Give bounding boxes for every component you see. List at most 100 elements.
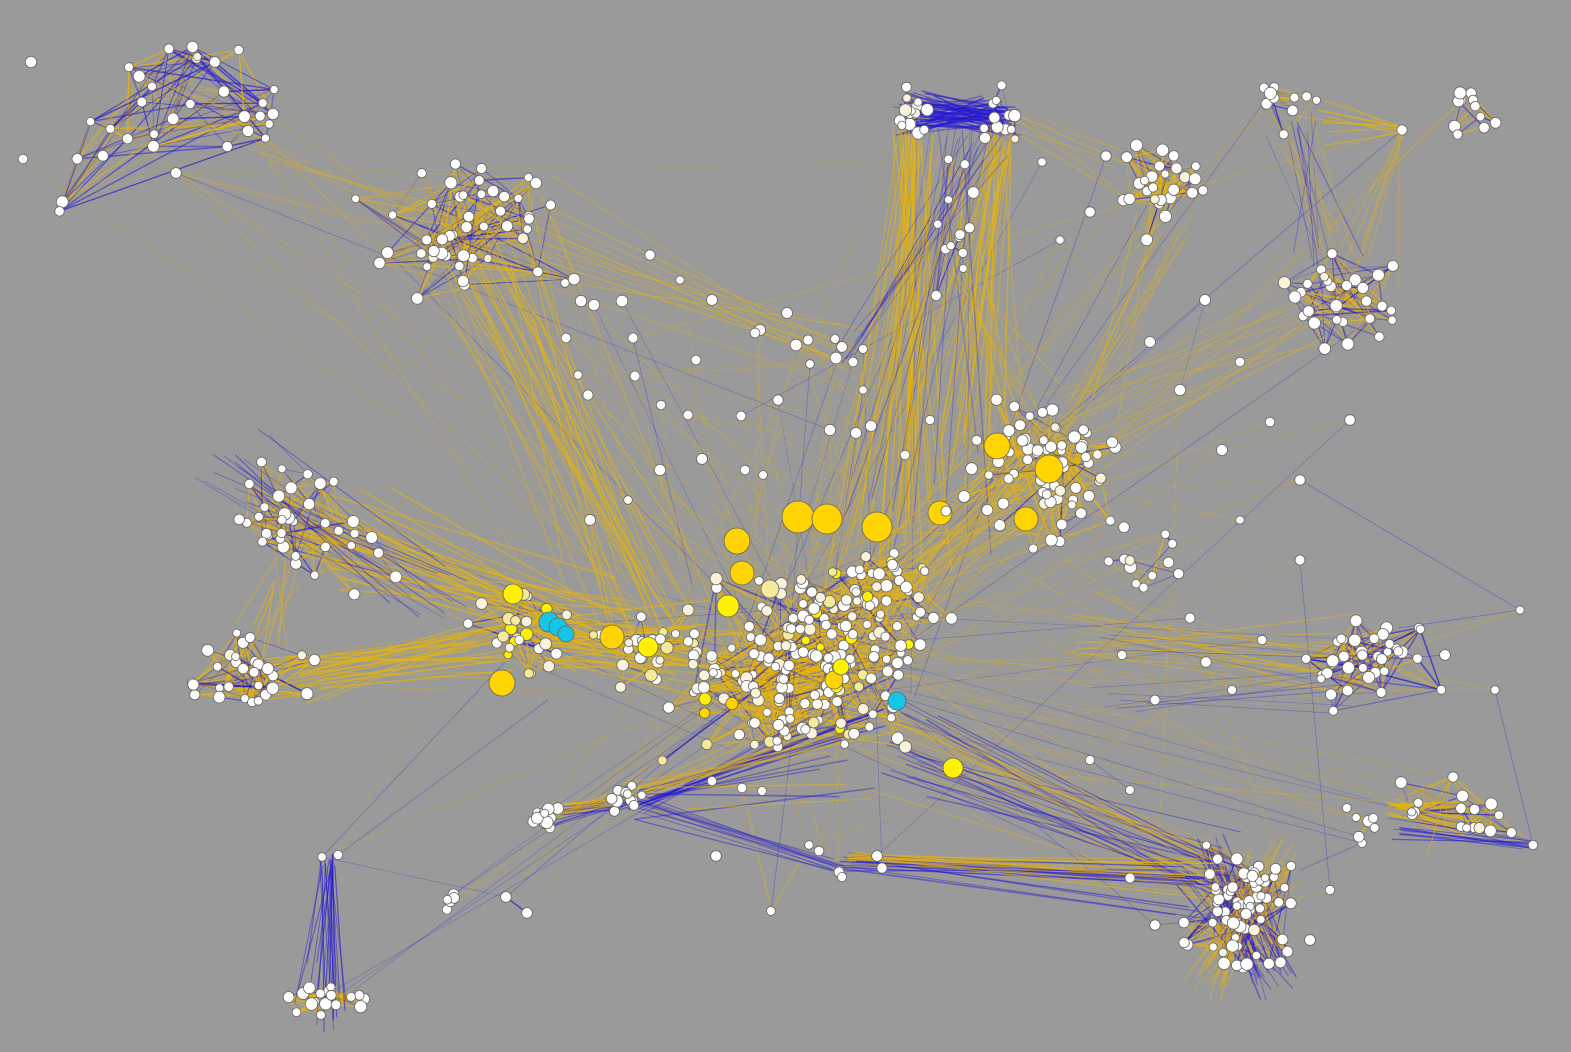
graph-node[interactable] (1353, 830, 1365, 843)
graph-node[interactable] (979, 132, 991, 144)
graph-node[interactable] (54, 206, 65, 217)
graph-node[interactable] (837, 872, 848, 883)
graph-node[interactable] (264, 119, 274, 129)
graph-node[interactable] (1069, 481, 1082, 494)
graph-node[interactable] (847, 356, 859, 368)
graph-node[interactable] (582, 389, 594, 401)
graph-node[interactable] (898, 740, 912, 754)
graph-node[interactable] (662, 701, 675, 714)
graph-node[interactable] (1075, 507, 1087, 520)
graph-node[interactable] (522, 224, 533, 234)
graph-node[interactable] (946, 241, 956, 251)
graph-node[interactable] (1153, 160, 1165, 172)
graph-node[interactable] (346, 992, 357, 1002)
graph-node[interactable] (1364, 313, 1376, 324)
graph-node[interactable] (901, 81, 912, 93)
graph-node[interactable] (1312, 95, 1322, 105)
graph-node[interactable] (381, 246, 394, 259)
graph-node[interactable] (1319, 272, 1330, 282)
graph-node[interactable] (1227, 685, 1237, 695)
graph-node[interactable] (523, 172, 534, 182)
graph-node[interactable] (1204, 868, 1216, 880)
graph-node[interactable] (372, 547, 384, 559)
graph-node[interactable] (192, 52, 202, 62)
graph-node[interactable] (864, 600, 876, 611)
graph-node[interactable] (277, 515, 287, 525)
graph-node[interactable] (260, 133, 270, 143)
graph-node[interactable] (710, 850, 722, 862)
graph-node[interactable] (1515, 605, 1525, 615)
graph-node[interactable] (1054, 485, 1067, 497)
graph-node[interactable] (762, 707, 772, 717)
graph-node[interactable] (276, 528, 287, 539)
graph-node[interactable] (1273, 897, 1285, 908)
graph-node[interactable] (781, 307, 793, 319)
graph-node[interactable] (1149, 694, 1161, 706)
graph-node[interactable] (567, 272, 581, 286)
graph-node[interactable] (745, 632, 756, 642)
graph-node[interactable] (865, 419, 878, 432)
graph-node[interactable] (1274, 956, 1287, 969)
graph-node[interactable] (1246, 869, 1259, 882)
graph-node[interactable] (1264, 416, 1276, 428)
graph-node[interactable] (348, 588, 361, 601)
graph-node[interactable] (520, 615, 533, 628)
graph-node[interactable] (761, 605, 773, 617)
graph-node[interactable] (166, 112, 180, 126)
graph-node[interactable] (920, 103, 934, 117)
graph-node[interactable] (1256, 891, 1266, 901)
graph-node[interactable] (749, 327, 761, 339)
graph-node[interactable] (864, 721, 875, 732)
graph-node[interactable] (687, 658, 699, 670)
graph-node[interactable] (1095, 472, 1107, 484)
graph-node[interactable] (871, 581, 882, 592)
graph-node[interactable] (861, 591, 874, 603)
graph-node[interactable] (682, 603, 695, 617)
graph-node[interactable] (605, 792, 618, 805)
graph-node[interactable] (1232, 901, 1242, 911)
graph-node[interactable] (1369, 823, 1380, 833)
graph-node[interactable] (1037, 157, 1047, 167)
graph-node[interactable] (1092, 449, 1103, 460)
graph-node[interactable] (123, 62, 134, 73)
graph-node[interactable] (330, 999, 342, 1011)
graph-node[interactable] (820, 619, 832, 631)
graph-node[interactable] (1384, 639, 1395, 649)
graph-node[interactable] (871, 850, 883, 862)
graph-node[interactable] (1123, 192, 1136, 205)
graph-node[interactable] (894, 639, 907, 652)
graph-node[interactable] (881, 654, 892, 664)
graph-node[interactable] (1067, 430, 1082, 444)
graph-node[interactable] (629, 370, 641, 382)
graph-node[interactable] (1374, 331, 1385, 342)
graph-node[interactable] (1240, 908, 1252, 920)
graph-node[interactable] (1191, 161, 1201, 172)
graph-node[interactable] (783, 659, 795, 672)
graph-node[interactable] (624, 638, 634, 648)
hub-node[interactable] (760, 579, 780, 599)
graph-node[interactable] (1118, 521, 1130, 534)
graph-node[interactable] (1332, 314, 1342, 325)
graph-node[interactable] (1269, 862, 1282, 875)
hub-node[interactable] (887, 691, 907, 711)
graph-node[interactable] (815, 592, 826, 603)
graph-node[interactable] (997, 497, 1010, 510)
graph-node[interactable] (244, 478, 255, 489)
graph-node[interactable] (354, 990, 365, 1001)
graph-node[interactable] (354, 1000, 368, 1014)
graph-node[interactable] (475, 162, 487, 174)
hub-node[interactable] (832, 658, 850, 676)
graph-node[interactable] (320, 518, 331, 529)
graph-node[interactable] (984, 470, 994, 480)
graph-node[interactable] (1455, 802, 1467, 815)
graph-node[interactable] (411, 292, 424, 305)
graph-node[interactable] (1484, 797, 1498, 811)
graph-node[interactable] (560, 332, 572, 344)
graph-node[interactable] (1210, 882, 1220, 892)
graph-node[interactable] (436, 233, 449, 246)
graph-node[interactable] (221, 140, 233, 152)
graph-node[interactable] (1412, 653, 1423, 664)
graph-node[interactable] (1031, 444, 1044, 457)
graph-node[interactable] (698, 707, 711, 719)
graph-node[interactable] (304, 997, 319, 1011)
